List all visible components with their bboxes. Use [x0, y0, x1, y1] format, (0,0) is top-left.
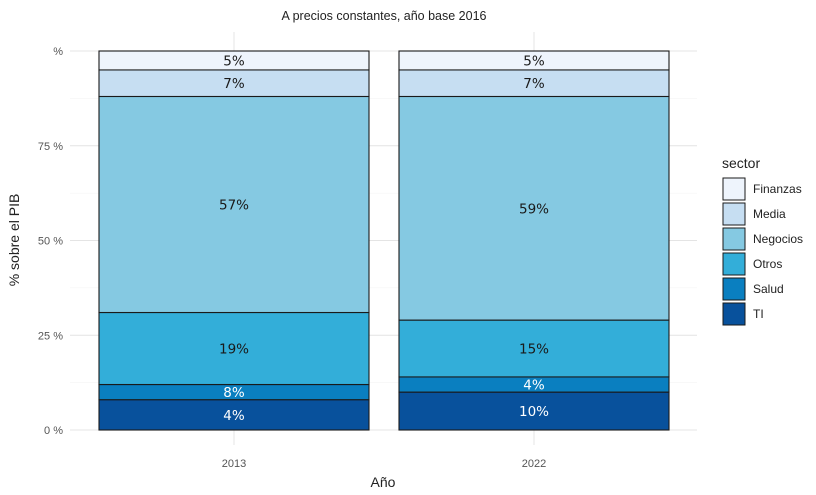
segment-labels: 4% 8% 19% 57% 7% 5% 10% 4% 15% 59% 7% 5%: [219, 53, 549, 423]
bar-segment: [98, 69, 370, 98]
legend-swatch: [722, 177, 746, 201]
legend-swatch: [722, 202, 746, 226]
chart-title: A precios constantes, año base 2016: [281, 9, 486, 23]
legend: sector Finanzas Media Negocios Otros Salud TI: [722, 155, 803, 326]
y-tick-label: %: [53, 46, 63, 58]
data-label: 59%: [519, 201, 549, 217]
data-label: 5%: [223, 53, 245, 69]
data-label: 7%: [523, 76, 545, 92]
data-label: 8%: [223, 385, 245, 401]
x-axis-title: Año: [371, 474, 396, 490]
legend-swatch: [722, 277, 746, 301]
data-label: 4%: [223, 408, 245, 424]
bar-segment: [398, 50, 670, 71]
legend-label: TI: [753, 307, 764, 321]
legend-title: sector: [722, 155, 760, 171]
y-tick-label: 0 %: [44, 425, 63, 437]
data-label: 5%: [523, 53, 545, 69]
legend-label: Salud: [753, 282, 784, 296]
data-label: 4%: [523, 378, 545, 394]
data-label: 10%: [519, 404, 549, 420]
x-tick-label: 2022: [522, 458, 546, 470]
data-label: 57%: [219, 197, 249, 213]
legend-label: Otros: [753, 257, 782, 271]
bars: [98, 50, 670, 431]
bar-segment: [98, 399, 370, 431]
bar-segment: [398, 391, 670, 431]
bar-segment: [98, 311, 370, 386]
legend-label: Negocios: [753, 232, 803, 246]
bar-segment: [398, 319, 670, 378]
y-tick-label: 50 %: [38, 236, 63, 248]
data-label: 19%: [219, 342, 249, 358]
y-tick-label: 25 %: [38, 330, 63, 342]
bar-segment: [98, 50, 370, 71]
legend-label: Finanzas: [753, 182, 802, 196]
bar-segment: [398, 95, 670, 321]
data-label: 7%: [223, 76, 245, 92]
legend-swatch: [722, 302, 746, 326]
legend-swatch: [722, 252, 746, 276]
y-axis-title: % sobre el PIB: [6, 194, 22, 287]
legend-swatch: [722, 227, 746, 251]
x-tick-label: 2013: [222, 458, 246, 470]
legend-label: Media: [753, 207, 786, 221]
data-label: 15%: [519, 342, 549, 358]
axes: 0 % 25 % 50 % 75 %% 2013 2022: [38, 46, 546, 470]
y-tick-label: 75 %: [38, 141, 63, 153]
bar-segment: [398, 69, 670, 98]
bar-segment: [98, 95, 370, 314]
